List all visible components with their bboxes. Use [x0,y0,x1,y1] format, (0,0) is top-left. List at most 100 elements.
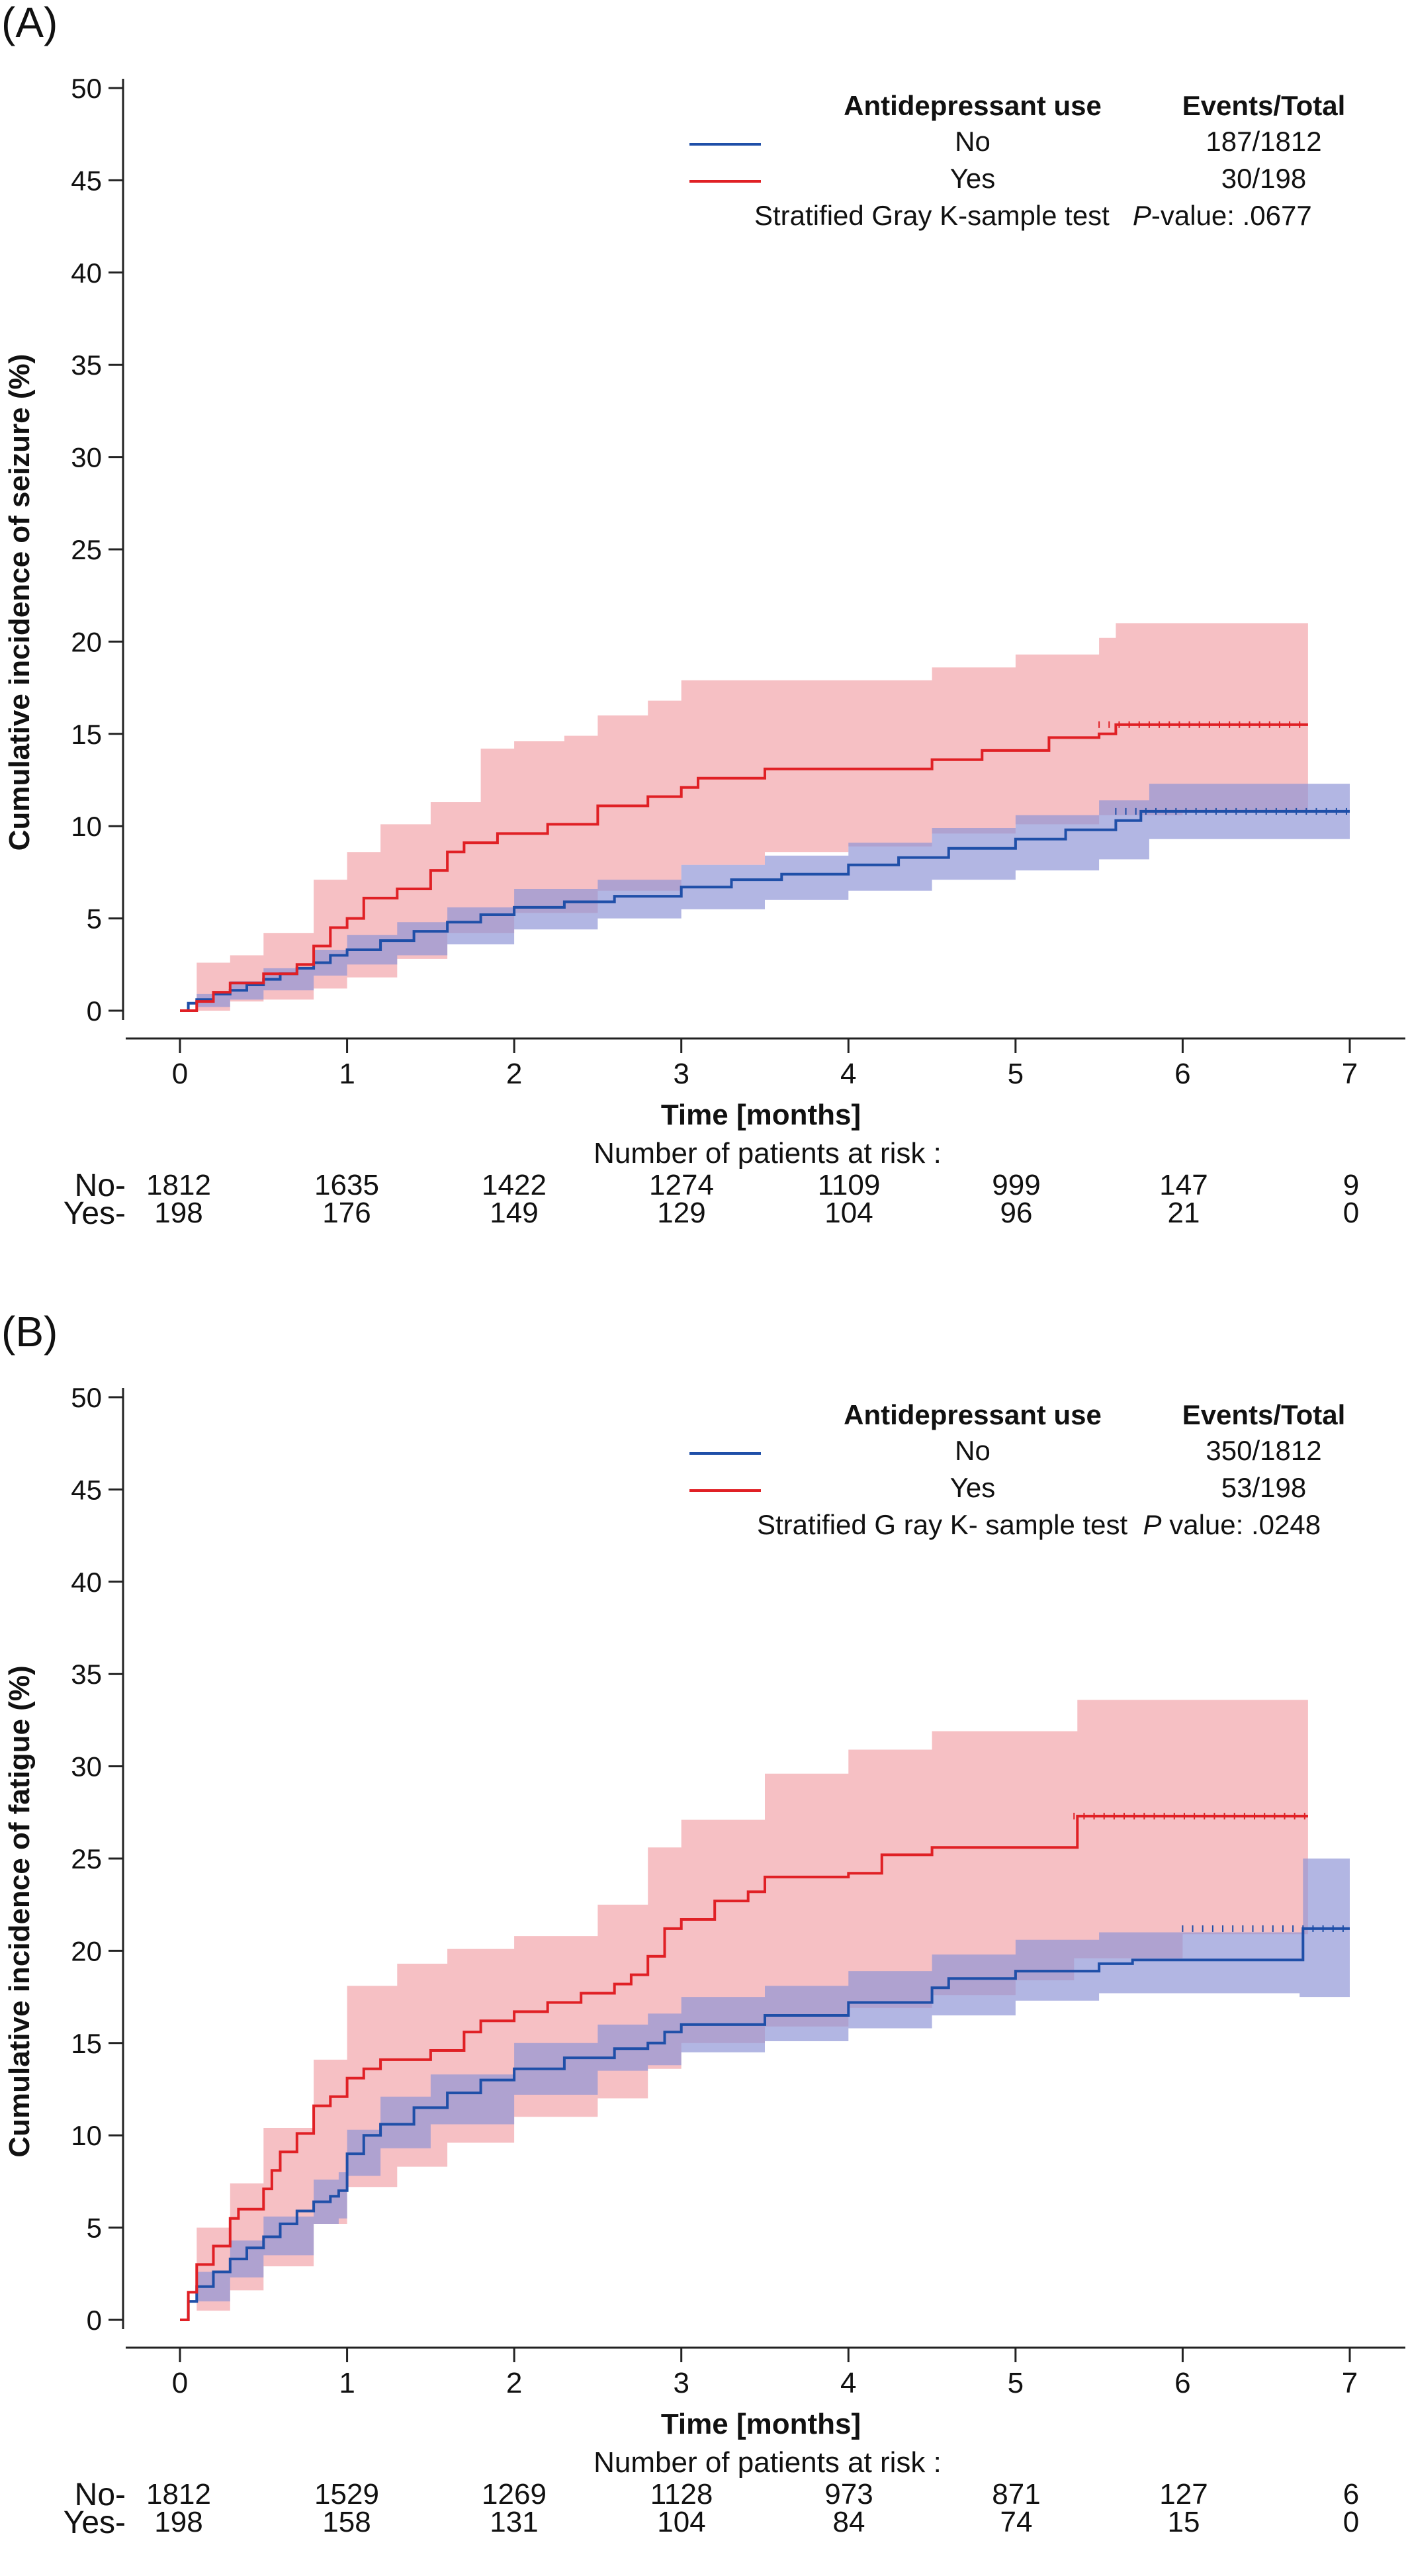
p-value: value: .0248 [1161,1509,1321,1540]
x-tick-label: 0 [172,2367,188,2399]
risk-yes-6: 21 [1167,1197,1200,1229]
x-tick-label: 1 [339,2367,355,2399]
risk-yes-5: 74 [1000,2506,1033,2538]
x-tick-label: 3 [673,2367,689,2399]
y-tick-label: 40 [71,257,102,289]
y-axis-label: Cumulative incidence of seizure (%) [3,353,36,851]
confidence-band-no [180,784,1350,1011]
legend-test-line: Stratified G ray K- sample test P value:… [757,1509,1321,1541]
x-axis-label: Time [months] [660,1099,861,1131]
x-tick-label: 2 [506,2367,522,2399]
p-symbol: P [1143,1509,1162,1540]
panel-b: (B) 0 5 10 15 20 25 30 35 40 45 50 0 1 2 3 4 5 6 7 Cumulat… [0,1309,1408,2576]
x-tick-label: 1 [339,1058,355,1090]
risk-yes-2: 149 [490,1197,539,1229]
x-tick-label: 3 [673,1058,689,1090]
risk-no-5: 871 [992,2478,1041,2510]
risk-yes-1: 158 [322,2506,371,2538]
legend-events-yes: 30/198 [1221,163,1307,194]
y-tick-label: 25 [71,1843,102,1874]
risk-no-1: 1635 [314,1169,379,1201]
y-tick-label: 45 [71,165,102,196]
y-tick-label: 25 [71,534,102,565]
risk-no-4: 973 [824,2478,873,2510]
y-tick-label: 5 [87,903,102,935]
risk-row-label-no: No- [74,2477,126,2512]
risk-no-3: 1274 [649,1169,714,1201]
legend-label-no: No [955,1435,990,1466]
legend-swatch-yes [689,180,761,183]
y-tick-label: 0 [87,2305,102,2336]
y-tick-label: 5 [87,2213,102,2244]
y-tick-label: 45 [71,1474,102,1505]
x-axis-label: Time [months] [660,2408,861,2440]
risk-no-2: 1269 [482,2478,547,2510]
legend-label-no: No [955,126,990,157]
legend-test-line: Stratified Gray K-sample test P-value: .… [754,200,1312,232]
x-tick-label: 5 [1008,1058,1024,1090]
y-tick-label: 0 [87,995,102,1027]
x-tick-label: 4 [840,1058,856,1090]
legend-title: Antidepressant use [844,90,1102,121]
y-tick-label: 10 [71,811,102,842]
test-name: Stratified Gray K-sample test [754,200,1110,231]
y-tick-label: 50 [71,73,102,104]
risk-yes-7: 0 [1342,1197,1360,1229]
panel-letter: (B) [1,1308,58,1356]
risk-yes-7: 0 [1342,2506,1360,2538]
risk-yes-2: 131 [490,2506,539,2538]
legend-label-yes: Yes [949,1472,996,1503]
legend-events-header: Events/Total [1182,1399,1346,1430]
series-line-no [180,809,1350,1012]
risk-no-5: 999 [992,1169,1041,1201]
legend-title: Antidepressant use [844,1399,1102,1430]
risk-no-4: 1109 [817,1169,881,1201]
p-symbol: P [1132,200,1151,231]
risk-row-label-no: No- [74,1168,126,1203]
x-tick-label: 2 [506,1058,522,1090]
risk-no-2: 1422 [482,1169,547,1201]
risk-no-7: 9 [1342,1169,1360,1201]
y-tick-label: 40 [71,1567,102,1598]
y-tick-label: 15 [71,719,102,750]
x-tick-label: 7 [1342,1058,1358,1090]
p-value: -value: .0677 [1151,200,1312,231]
risk-yes-4: 84 [832,2506,865,2538]
risk-no-6: 147 [1159,1169,1208,1201]
panel-a: (A) 0 5 10 15 20 25 30 35 40 45 50 0 1 2 3 4 5 6 7 Cumulat… [0,0,1408,1267]
risk-no-7: 6 [1342,2478,1360,2510]
legend-events-no: 187/1812 [1206,126,1322,157]
risk-no-3: 1128 [650,2478,713,2510]
y-tick-label: 35 [71,1659,102,1690]
risk-no-0: 1812 [146,1169,211,1201]
legend-events-yes: 53/198 [1221,1472,1307,1503]
legend-events-no: 350/1812 [1206,1435,1322,1466]
risk-row-label-yes: Yes- [63,1196,126,1231]
x-tick-label: 6 [1174,2367,1190,2399]
legend-swatch-no [689,143,761,146]
series-line-yes [180,723,1308,1012]
risk-yes-3: 129 [657,1197,706,1229]
y-tick-label: 35 [71,349,102,381]
risk-yes-1: 176 [322,1197,371,1229]
series-line-no [180,1927,1350,2321]
risk-yes-3: 104 [657,2506,706,2538]
risk-no-6: 127 [1159,2478,1208,2510]
risk-yes-0: 198 [154,1197,203,1229]
risk-yes-6: 15 [1167,2506,1200,2538]
risk-no-0: 1812 [146,2478,211,2510]
confidence-band-no [180,1859,1350,2320]
legend-label-yes: Yes [949,163,996,194]
y-tick-label: 50 [71,1382,102,1413]
legend-swatch-no [689,1452,761,1455]
y-tick-label: 15 [71,2028,102,2059]
x-tick-label: 0 [172,1058,188,1090]
legend-swatch-yes [689,1489,761,1492]
risk-yes-0: 198 [154,2506,203,2538]
test-name: Stratified G ray K- sample test [757,1509,1128,1540]
legend-events-header: Events/Total [1182,90,1346,121]
risk-no-1: 1529 [314,2478,379,2510]
panel-letter: (A) [1,0,58,46]
